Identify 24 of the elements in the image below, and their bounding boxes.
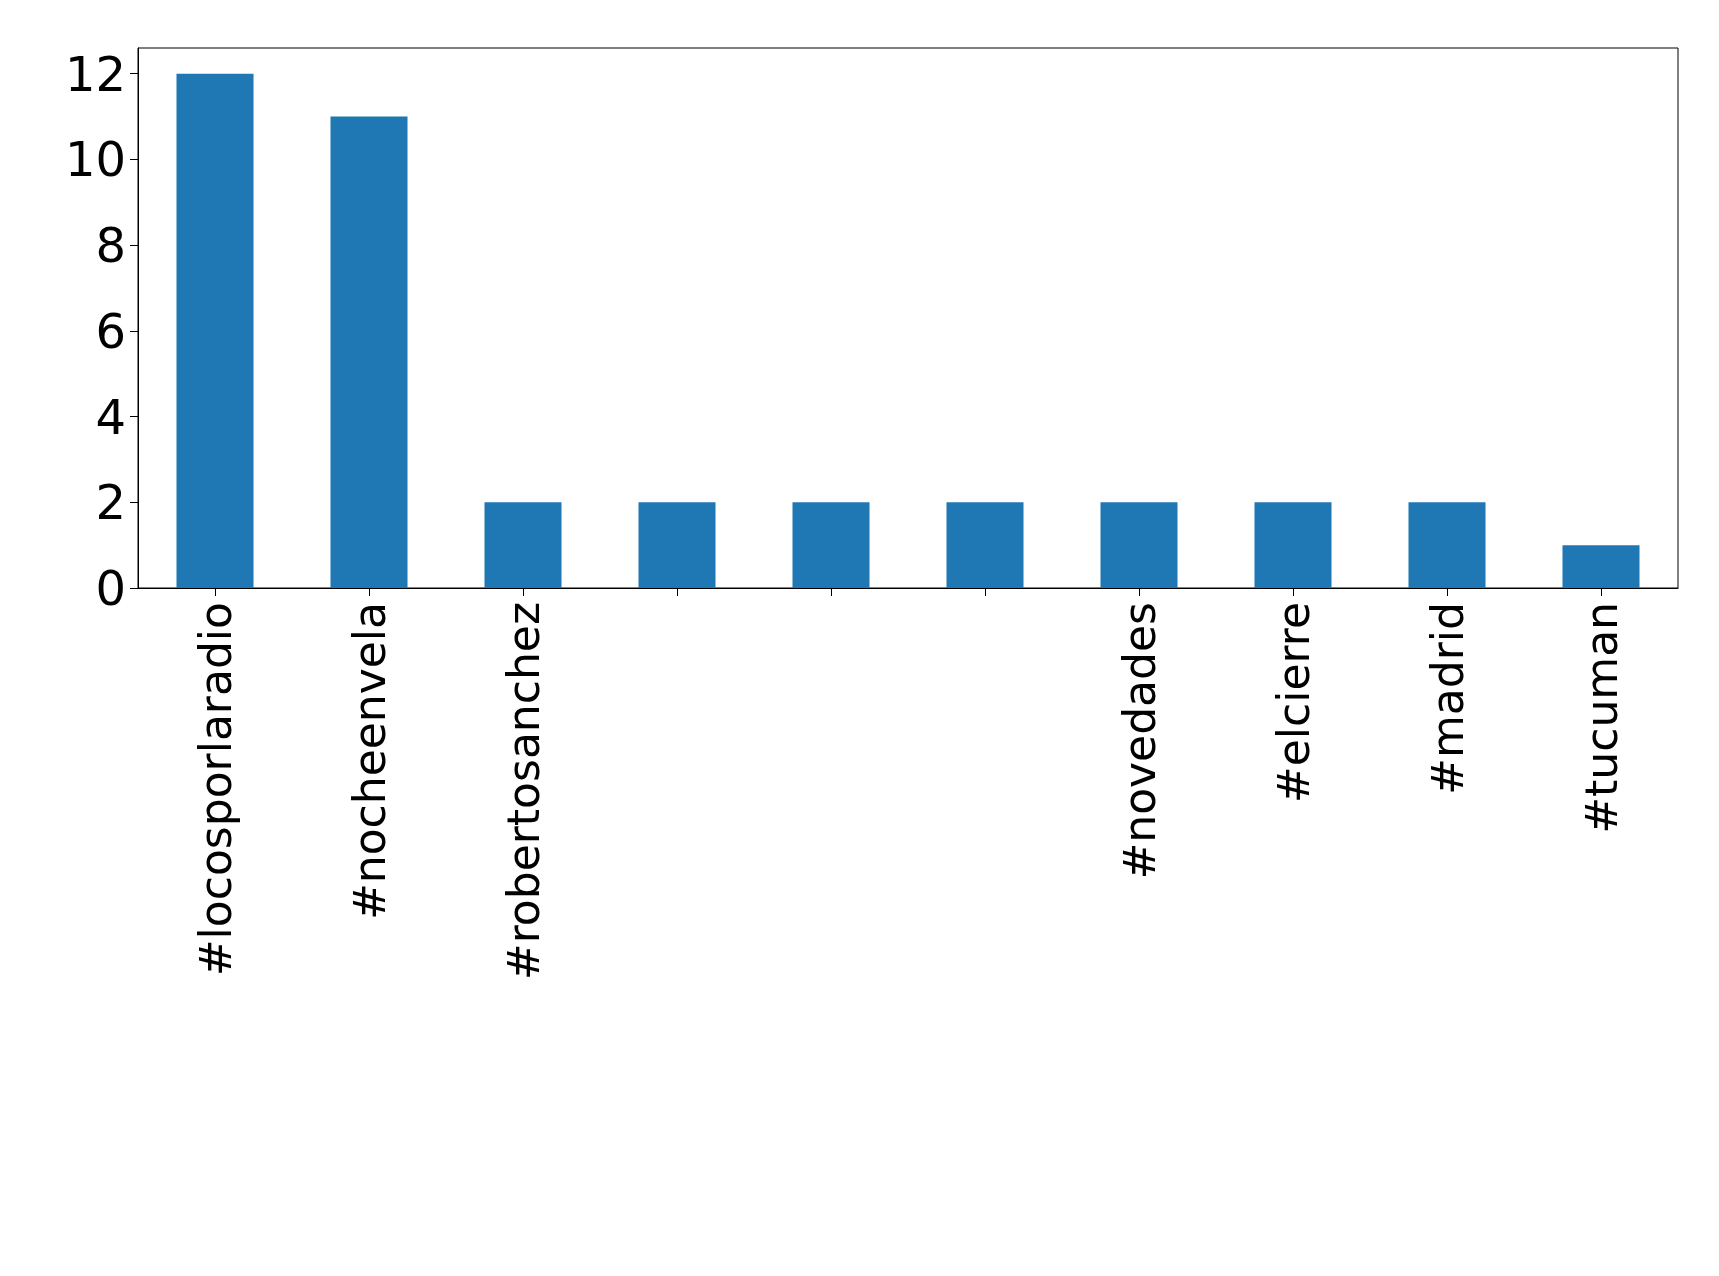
x-tick-label: #robertosanchez [497, 602, 549, 981]
x-tick-label: #locosporlaradio [189, 602, 241, 977]
y-tick-label: 4 [95, 388, 126, 445]
y-tick-label: 12 [64, 45, 126, 102]
y-tick-label: 6 [95, 302, 126, 359]
bar [176, 73, 254, 588]
bar [1254, 502, 1332, 588]
bar [484, 502, 562, 588]
bar [1562, 545, 1640, 588]
bar [1100, 502, 1178, 588]
x-tick-label: #elcierre [1267, 602, 1319, 804]
y-tick-label: 10 [64, 131, 126, 188]
bar [1408, 502, 1486, 588]
x-tick-label: #tucuman [1575, 602, 1627, 834]
x-tick-label: #nocheenvela [343, 602, 395, 921]
y-tick-label: 8 [95, 217, 126, 274]
bar [792, 502, 870, 588]
y-tick-label: 2 [95, 474, 126, 531]
x-tick-label: #novedades [1113, 602, 1165, 880]
bar [330, 116, 408, 588]
bar [638, 502, 716, 588]
y-tick-label: 0 [95, 560, 126, 616]
bar [946, 502, 1024, 588]
x-tick-label: #madrid [1421, 602, 1473, 795]
